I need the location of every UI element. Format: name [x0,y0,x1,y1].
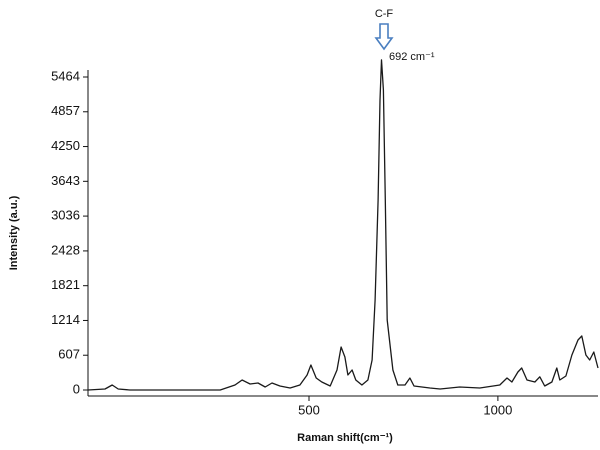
spectrum-line [87,59,599,391]
x-tick-label: 1000 [483,402,512,417]
y-tick-label: 607 [58,347,80,362]
y-tick-label: 3643 [51,173,80,188]
y-tick-label: 5464 [51,68,80,83]
y-tick-label: 4250 [51,138,80,153]
annotation-arrow [374,23,394,51]
y-tick-label: 0 [73,381,80,396]
annotation: 692 cm⁻¹ [389,51,435,63]
y-tick-label: 2428 [51,242,80,257]
y-axis-label: Intensity (a.u.) [8,195,20,270]
y-tick-label: 1821 [51,277,80,292]
y-tick-label: 1214 [51,312,80,327]
annotation: C-F [375,8,394,20]
y-tick-label: 4857 [51,103,80,118]
x-axis-label: Raman shift(cm⁻¹) [297,432,393,444]
y-tick-label: 3036 [51,208,80,223]
x-tick-label: 500 [298,402,320,417]
